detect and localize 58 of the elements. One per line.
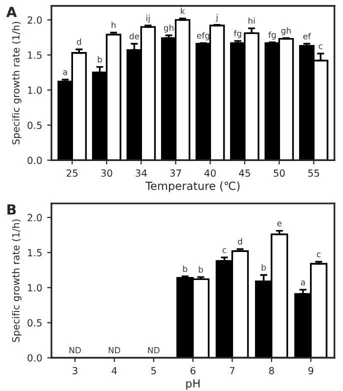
x-tick-label: 40 bbox=[204, 169, 216, 177]
chart-title: A bbox=[6, 6, 17, 17]
annotation: ND bbox=[148, 347, 160, 354]
x-tick-label: 25 bbox=[66, 169, 78, 177]
y-tick-label: 0.5 bbox=[28, 319, 42, 327]
annotation: gh bbox=[281, 27, 291, 36]
annotation: a bbox=[300, 280, 305, 286]
y-tick-label: 2.0 bbox=[28, 214, 42, 222]
annotation: ND bbox=[70, 347, 81, 354]
annotation: fg bbox=[234, 30, 242, 38]
y-tick-label: 1.0 bbox=[28, 284, 42, 292]
annotation: ND bbox=[108, 347, 120, 354]
x-tick-label: 50 bbox=[274, 169, 285, 177]
x-axis-title: Temperature (℃) bbox=[145, 181, 240, 192]
annotation: gh bbox=[164, 24, 174, 33]
annotation: c bbox=[318, 44, 322, 50]
y-tick-label: 1.5 bbox=[28, 52, 42, 59]
x-tick-label: 9 bbox=[308, 366, 314, 374]
annotation: d bbox=[76, 38, 81, 45]
y-tick-label: 0.0 bbox=[28, 354, 42, 362]
annotation: ef bbox=[303, 32, 312, 40]
annotation: ij bbox=[146, 14, 150, 23]
x-tick-label: 34 bbox=[136, 169, 147, 177]
y-tick-label: 1.5 bbox=[28, 249, 42, 256]
annotation: efg bbox=[197, 32, 210, 40]
chart-title: B bbox=[7, 204, 16, 215]
x-tick-label: 45 bbox=[238, 170, 250, 177]
annotation: b bbox=[98, 56, 102, 63]
x-tick-label: 6 bbox=[190, 366, 196, 374]
annotation: hi bbox=[248, 17, 255, 24]
y-tick-label: 0.0 bbox=[28, 156, 42, 164]
x-tick-label: 3 bbox=[72, 366, 78, 374]
annotation: c bbox=[316, 252, 320, 258]
annotation: de bbox=[130, 32, 140, 40]
annotation: h bbox=[112, 22, 116, 28]
y-tick-label: 1.0 bbox=[28, 86, 42, 94]
annotation: d bbox=[238, 238, 242, 245]
annotation: e bbox=[277, 222, 282, 226]
annotation: b bbox=[262, 264, 266, 271]
x-tick-label: 5 bbox=[151, 367, 156, 374]
annotation: b bbox=[198, 266, 203, 273]
x-tick-label: 30 bbox=[101, 169, 112, 177]
annotation: fg bbox=[268, 32, 276, 40]
x-axis-title: pH bbox=[186, 379, 200, 390]
x-tick-label: 37 bbox=[170, 169, 182, 177]
annotation: b bbox=[183, 266, 188, 272]
annotation: c bbox=[222, 248, 226, 254]
x-tick-label: 55 bbox=[308, 170, 320, 177]
y-tick-label: 0.5 bbox=[28, 122, 42, 129]
annotation: j bbox=[216, 14, 218, 22]
x-tick-label: 8 bbox=[269, 366, 274, 374]
x-tick-label: 7 bbox=[230, 367, 234, 374]
y-tick-label: 2.0 bbox=[28, 16, 42, 24]
y-axis-title: Specific growth rate (1/h) bbox=[12, 22, 22, 144]
annotation: k bbox=[180, 8, 185, 14]
x-tick-label: 4 bbox=[112, 367, 117, 374]
annotation: a bbox=[63, 70, 68, 76]
y-axis-title: Specific growth rate (1/h) bbox=[12, 219, 22, 342]
